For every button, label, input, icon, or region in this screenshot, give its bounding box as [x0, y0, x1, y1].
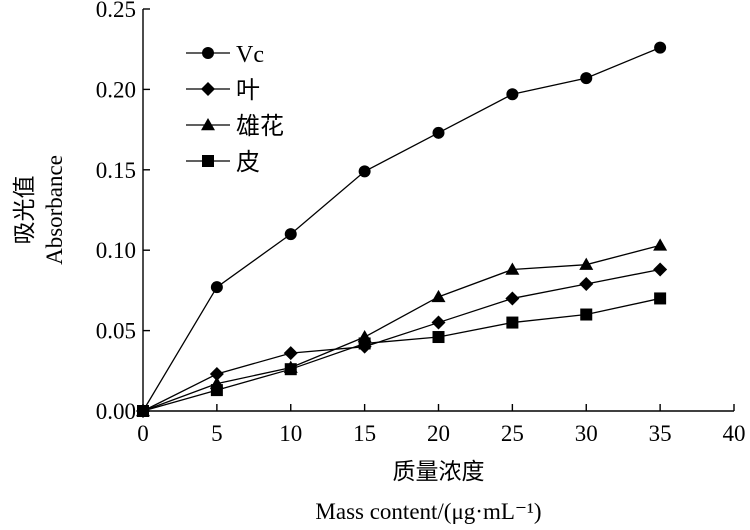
diamond-marker — [653, 262, 668, 277]
legend-entry-3: 皮 — [186, 149, 260, 176]
y-tick-label: 0.25 — [96, 0, 136, 22]
x-tick-label: 40 — [723, 421, 746, 446]
circle-marker — [432, 126, 445, 139]
circle-marker — [654, 41, 667, 54]
diamond-marker — [579, 276, 594, 291]
diamond-marker — [283, 346, 298, 361]
square-marker — [432, 331, 445, 344]
circle-marker — [506, 88, 519, 101]
square-marker — [284, 363, 297, 376]
series-0 — [137, 41, 667, 417]
series-line — [142, 268, 661, 412]
diamond-marker — [431, 315, 446, 330]
x-tick-label: 20 — [427, 421, 450, 446]
y-axis-title-en: Absorbance — [42, 155, 67, 265]
legend-label: 皮 — [236, 149, 260, 176]
x-axis-title-cn: 质量浓度 — [393, 459, 485, 484]
series-line — [142, 244, 661, 412]
y-tick-label: 0.20 — [96, 77, 136, 102]
y-axis-title-cn: 吸光值 — [12, 176, 37, 245]
x-tick-label: 35 — [649, 421, 672, 446]
square-marker — [137, 405, 149, 417]
x-tick-label: 25 — [501, 421, 524, 446]
square-marker — [580, 308, 593, 321]
axis-titles: 质量浓度 Mass content/(μg·mL⁻¹) 吸光值 Absorban… — [12, 155, 542, 524]
legend-label: 叶 — [236, 78, 260, 104]
x-tick-label: 10 — [279, 421, 302, 446]
triangle-marker — [505, 262, 520, 275]
y-tick-label: 0.15 — [96, 158, 136, 183]
series-3 — [137, 292, 667, 417]
diamond-marker — [505, 291, 520, 306]
series-1 — [136, 262, 668, 418]
y-tick-label: 0.10 — [96, 238, 136, 263]
square-marker — [202, 155, 214, 167]
legend-entry-0: Vc — [186, 42, 264, 68]
square-marker — [654, 292, 667, 305]
square-marker — [358, 337, 371, 350]
legend-entry-1: 叶 — [186, 78, 260, 104]
diamond-marker — [209, 367, 224, 382]
triangle-marker — [579, 257, 594, 270]
x-tick-label: 0 — [137, 421, 149, 446]
x-axis-title-en: Mass content/(μg·mL⁻¹) — [315, 499, 541, 524]
y-tick-label: 0.05 — [96, 319, 136, 344]
x-tick-label: 15 — [353, 421, 376, 446]
x-tick-label: 30 — [575, 421, 598, 446]
x-tick-label: 5 — [211, 421, 223, 446]
square-marker — [506, 316, 519, 329]
series-line — [142, 297, 661, 412]
circle-marker — [358, 165, 371, 178]
series-line — [142, 46, 661, 412]
series-layer — [136, 41, 668, 418]
circle-marker — [202, 47, 214, 59]
diamond-marker — [201, 82, 215, 96]
y-tick-label: 0.00 — [96, 399, 136, 424]
triangle-marker — [653, 238, 668, 251]
axes: 0 5 10 15 20 25 30 35 40 0.00 0.05 0.10 0.15 0.20 0.25 — [96, 0, 746, 446]
triangle-marker — [201, 118, 215, 131]
circle-marker — [210, 281, 223, 294]
legend-label: 雄花 — [236, 113, 284, 140]
circle-marker — [580, 72, 593, 85]
circle-marker — [284, 228, 297, 241]
square-marker — [210, 384, 223, 397]
triangle-marker — [431, 289, 446, 303]
legend-label: Vc — [236, 42, 264, 68]
legend-entry-2: 雄花 — [186, 113, 284, 140]
